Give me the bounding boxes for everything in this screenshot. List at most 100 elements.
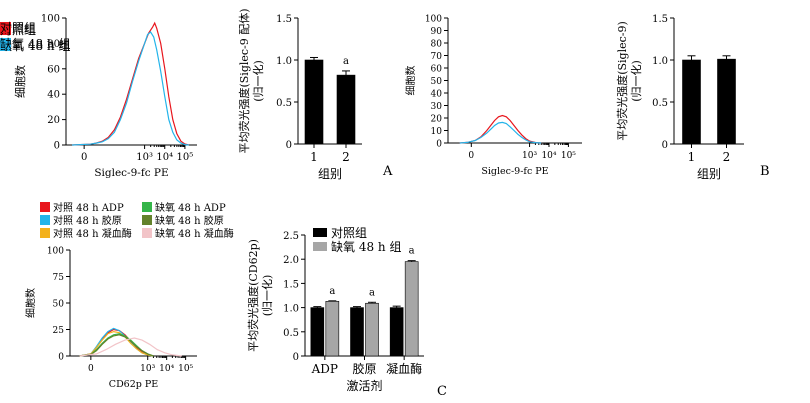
y-tick-label: 50 bbox=[431, 77, 443, 87]
y-tick-label: 10 bbox=[431, 127, 443, 137]
y-tick-label: 100 bbox=[425, 15, 442, 25]
x-tick-label: 10³ bbox=[140, 364, 155, 374]
legend-swatch bbox=[142, 228, 152, 238]
histogram-curve bbox=[71, 31, 189, 146]
x-tick-label: 0 bbox=[81, 152, 87, 163]
legend-swatch bbox=[0, 38, 11, 49]
y-tick-label: 0 bbox=[58, 353, 64, 363]
y-tick-label: 40 bbox=[47, 90, 60, 101]
x-axis-label: 组别 bbox=[318, 167, 342, 181]
legend-label: 缺氧 48 h 组 bbox=[0, 38, 70, 53]
y-axis-label-2: (归一化) bbox=[260, 275, 274, 317]
legend-swatch bbox=[142, 215, 152, 225]
x-tick-label: 2 bbox=[342, 150, 350, 164]
y-tick-label: 0.5 bbox=[276, 98, 292, 109]
x-axis-label: 组别 bbox=[697, 167, 721, 181]
x-axis-label: Siglec-9-fc PE bbox=[94, 167, 168, 179]
bar bbox=[325, 301, 340, 357]
x-axis-label: Siglec-9-fc PE bbox=[481, 166, 548, 177]
legend-label: 缺氧 48 h 组 bbox=[0, 36, 70, 51]
legend-swatch bbox=[313, 228, 327, 237]
a-bar-panel: 0 0.5 1.0 1.5 1 2 a 组别 平均荧光强度(Siglec-9 配体) (归一化) A bbox=[237, 8, 393, 181]
c-hist-panel: 0 25 50 75 100 0 10³ 10⁴ 10⁵ CD62p PE 细胞数 对照 48 h A… bbox=[24, 201, 234, 390]
x-tick-label: 0 bbox=[88, 364, 94, 374]
y-tick-label: 0.5 bbox=[652, 98, 668, 109]
y-tick-label: 40 bbox=[431, 90, 443, 100]
bar bbox=[389, 307, 404, 357]
y-tick-label: 80 bbox=[47, 39, 60, 50]
axis-lines bbox=[447, 18, 582, 144]
y-tick-label: 100 bbox=[41, 14, 60, 25]
y-tick-label: 90 bbox=[431, 27, 443, 37]
y-axis-label: 平均荧光强度(CD62p) bbox=[246, 239, 260, 352]
legend-label: 缺氧 48 h 凝血酶 bbox=[155, 227, 234, 240]
y-tick-label: 0 bbox=[436, 140, 442, 150]
significance-label: a bbox=[343, 56, 349, 67]
y-tick-label: 1.0 bbox=[283, 304, 299, 315]
c-bar-panel: 0 0.5 1.0 1.5 2.0 2.5 ADP a 胶原 a 凝血酶 a 激活剂 平均荧光强度(CD6… bbox=[246, 226, 447, 399]
legend-swatch bbox=[40, 215, 50, 225]
y-tick-label: 20 bbox=[47, 115, 60, 126]
y-tick-label: 0 bbox=[293, 352, 299, 363]
histogram-curve bbox=[79, 334, 154, 357]
y-tick-label: 1.5 bbox=[652, 14, 668, 25]
x-tick-label: 0 bbox=[468, 151, 474, 161]
x-tick-label: 1 bbox=[310, 150, 318, 164]
panel-label: C bbox=[437, 384, 447, 399]
y-tick-label: 100 bbox=[47, 247, 64, 257]
panel-label: B bbox=[760, 164, 770, 179]
y-axis-label-2: (归一化) bbox=[251, 60, 265, 102]
bar bbox=[336, 74, 356, 145]
y-axis-label: 平均荧光强度(Siglec-9) bbox=[615, 21, 629, 141]
y-tick-label: 1.5 bbox=[276, 14, 292, 25]
histogram-curve bbox=[79, 330, 154, 357]
legend-label: 对照组 bbox=[0, 21, 36, 35]
x-tick-label: 10⁴ bbox=[156, 152, 173, 163]
bar bbox=[304, 59, 324, 145]
y-axis-label: 细胞数 bbox=[14, 65, 27, 98]
legend-swatch bbox=[313, 242, 327, 251]
x-tick-label: 10³ bbox=[522, 151, 537, 161]
histogram-curve bbox=[459, 121, 542, 144]
histogram-curve bbox=[79, 337, 182, 357]
legend-label: 对照 48 h ADP bbox=[53, 201, 124, 214]
x-axis-label: 激活剂 bbox=[346, 378, 382, 393]
y-tick-label: 25 bbox=[53, 326, 65, 336]
bar bbox=[310, 307, 325, 357]
y-tick-label: 30 bbox=[431, 102, 443, 112]
axis-lines bbox=[69, 250, 197, 357]
x-tick-label: 10⁵ bbox=[178, 364, 193, 374]
y-tick-label: 1.5 bbox=[283, 279, 299, 290]
b-bar-panel: 0 0.5 1.0 1.5 1 2组别 平均荧光强度(Siglec-9) (归一化) B bbox=[615, 14, 770, 181]
legend-label: 对照 48 h 凝血酶 bbox=[53, 227, 132, 240]
y-axis-label-2: (归一化) bbox=[629, 60, 643, 102]
x-axis-label: CD62p PE bbox=[109, 379, 158, 390]
significance-label: a bbox=[329, 286, 335, 297]
y-axis-label: 细胞数 bbox=[404, 66, 417, 96]
x-tick-label: 10⁵ bbox=[177, 152, 194, 163]
bar bbox=[350, 307, 364, 357]
x-tick-label: 胶原 bbox=[352, 361, 376, 376]
x-tick-label: ADP bbox=[311, 362, 338, 376]
x-tick-label: 10⁴ bbox=[159, 364, 174, 374]
panel-label: A bbox=[382, 164, 393, 179]
x-tick-label: 1 bbox=[688, 150, 696, 164]
x-tick-label: 10⁴ bbox=[541, 151, 556, 161]
histogram-curve bbox=[79, 328, 154, 357]
y-tick-label: 60 bbox=[431, 65, 443, 75]
legend-swatch bbox=[0, 22, 11, 33]
histogram-curve bbox=[459, 114, 542, 144]
y-tick-label: 0 bbox=[54, 141, 60, 152]
legend-label: 对照 48 h 胶原 bbox=[53, 214, 122, 227]
bar bbox=[682, 59, 701, 145]
bar bbox=[404, 261, 419, 357]
legend-swatch bbox=[142, 202, 152, 212]
legend-label: 缺氧 48 h 组 bbox=[331, 239, 401, 254]
legend-label: 缺氧 48 h 胶原 bbox=[155, 214, 224, 227]
x-tick-label: 10³ bbox=[136, 152, 153, 163]
x-tick-label: 2 bbox=[723, 150, 731, 164]
y-tick-label: 0 bbox=[662, 140, 668, 151]
